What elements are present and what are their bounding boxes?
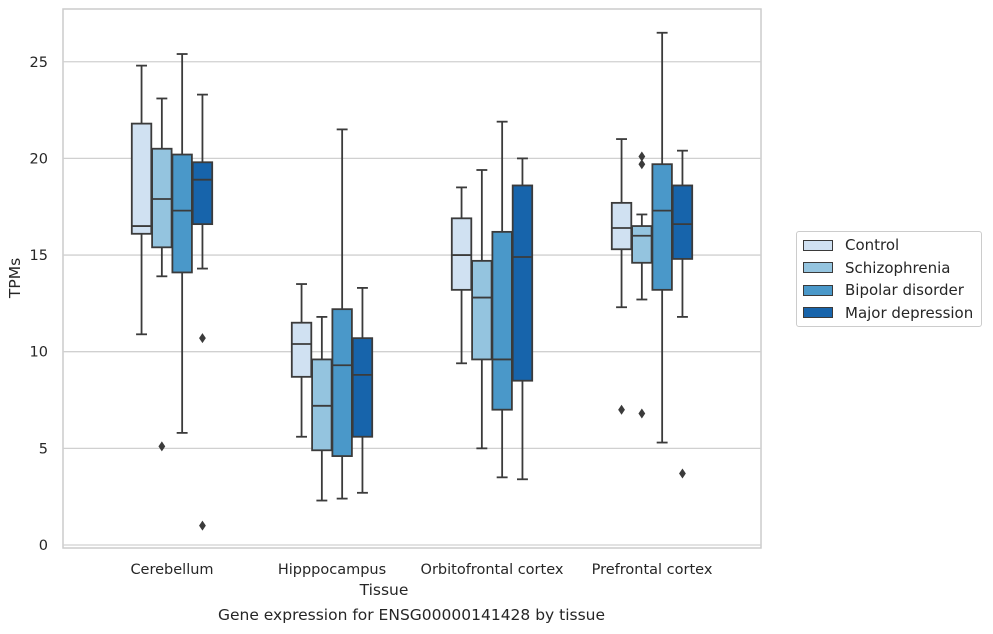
box-hipppocampus-major-depression xyxy=(351,287,374,494)
y-tick-label-25: 25 xyxy=(30,55,48,71)
box-body-hipppocampus-major-depression xyxy=(351,337,374,438)
outlier-cerebellum-schizophrenia-0 xyxy=(158,441,166,452)
x-tick-label-orbitofrontal-cortex: Orbitofrontal cortex xyxy=(421,562,564,578)
x-tick-label-prefrontal-cortex: Prefrontal cortex xyxy=(592,562,713,578)
legend-item-schizophrenia: Schizophrenia xyxy=(803,258,950,278)
x-tick-label-hipppocampus: Hipppocampus xyxy=(278,562,386,578)
box-body-orbitofrontal-cortex-schizophrenia xyxy=(471,259,493,361)
plot-area xyxy=(62,8,762,549)
legend-label-major-depression: Major depression xyxy=(845,303,974,322)
legend-swatch-bipolar-disorder xyxy=(803,284,833,296)
y-tick-label-20: 20 xyxy=(30,151,48,167)
box-hipppocampus-schizophrenia xyxy=(311,316,333,502)
box-body-cerebellum-schizophrenia xyxy=(151,147,173,249)
box-body-hipppocampus-schizophrenia xyxy=(311,358,333,452)
x-tick-label-cerebellum: Cerebellum xyxy=(130,562,213,578)
legend-item-bipolar-disorder: Bipolar disorder xyxy=(803,280,964,300)
outlier-prefrontal-cortex-schizophrenia-2 xyxy=(638,151,646,162)
x-axis-label: Tissue xyxy=(359,581,409,599)
legend-item-control: Control xyxy=(803,235,899,255)
legend-label-schizophrenia: Schizophrenia xyxy=(845,258,951,277)
box-orbitofrontal-cortex-bipolar-disorder xyxy=(491,120,513,479)
figure-caption: Gene expression for ENSG00000141428 by t… xyxy=(217,606,606,624)
box-body-orbitofrontal-cortex-major-depression xyxy=(511,184,534,382)
outlier-prefrontal-cortex-schizophrenia-1 xyxy=(638,159,646,170)
legend: Control Schizophrenia Bipolar disorder M… xyxy=(796,231,982,327)
outlier-cerebellum-major-depression-1 xyxy=(199,520,206,531)
y-tick-label-10: 10 xyxy=(30,345,48,361)
legend-label-control: Control xyxy=(845,236,900,254)
box-body-cerebellum-major-depression xyxy=(191,161,214,226)
box-body-cerebellum-control xyxy=(130,122,153,235)
y-tick-label-5: 5 xyxy=(39,441,48,457)
box-prefrontal-cortex-major-depression xyxy=(671,149,694,479)
box-hipppocampus-bipolar-disorder xyxy=(331,128,353,500)
legend-swatch-control xyxy=(803,239,833,251)
box-body-hipppocampus-control xyxy=(290,321,313,378)
legend-item-major-depression: Major depression xyxy=(803,303,973,323)
box-body-orbitofrontal-cortex-control xyxy=(450,217,473,291)
y-tick-label-15: 15 xyxy=(30,248,48,264)
legend-label-bipolar-disorder: Bipolar disorder xyxy=(845,281,964,299)
outlier-prefrontal-cortex-schizophrenia-0 xyxy=(638,408,646,419)
box-cerebellum-control xyxy=(130,64,153,336)
y-tick-labels: 0 5 10 15 20 25 xyxy=(30,55,48,554)
outlier-prefrontal-cortex-major-depression-0 xyxy=(679,468,686,479)
box-prefrontal-cortex-schizophrenia xyxy=(631,151,653,419)
box-body-hipppocampus-bipolar-disorder xyxy=(331,308,353,457)
box-orbitofrontal-cortex-major-depression xyxy=(511,157,534,481)
box-orbitofrontal-cortex-control xyxy=(450,186,473,365)
box-prefrontal-cortex-control xyxy=(610,138,633,415)
y-tick-label-0: 0 xyxy=(39,538,48,554)
x-tick-labels: Cerebellum Hipppocampus Orbitofrontal cort… xyxy=(130,562,712,578)
box-body-prefrontal-cortex-control xyxy=(610,201,633,251)
box-series xyxy=(130,31,694,531)
outlier-cerebellum-major-depression-0 xyxy=(199,333,206,344)
outlier-prefrontal-cortex-control-0 xyxy=(618,404,625,415)
box-body-prefrontal-cortex-schizophrenia xyxy=(631,225,653,264)
box-body-prefrontal-cortex-bipolar-disorder xyxy=(651,163,673,291)
legend-swatch-schizophrenia xyxy=(803,262,833,273)
box-hipppocampus-control xyxy=(290,283,313,438)
box-body-cerebellum-bipolar-disorder xyxy=(171,153,193,274)
y-axis-label: TPMs xyxy=(6,258,24,299)
box-body-prefrontal-cortex-major-depression xyxy=(671,184,694,260)
box-body-orbitofrontal-cortex-bipolar-disorder xyxy=(491,230,513,411)
legend-swatch-major-depression xyxy=(803,307,833,318)
box-cerebellum-major-depression xyxy=(191,93,214,531)
